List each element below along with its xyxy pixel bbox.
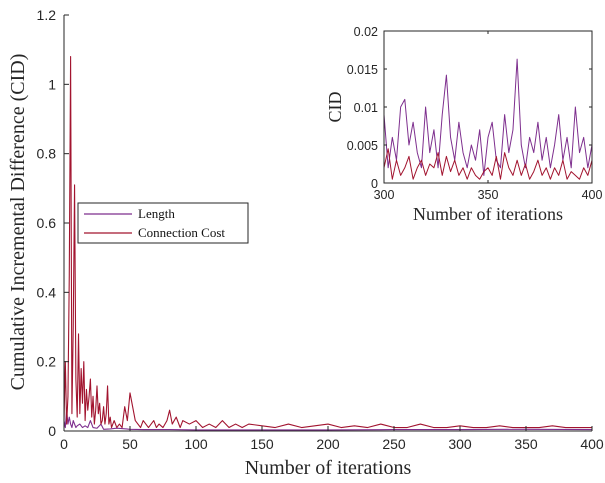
main-y-ticks: 0 0.2 0.4 0.6 0.8 1 1.2 [37,7,69,439]
inset-y-axis-label: CID [325,92,345,123]
legend-label-length: Length [138,206,175,221]
main-x-tick-label: 400 [580,436,604,452]
main-x-tick-label: 50 [122,436,138,452]
inset-background [384,31,592,183]
main-y-tick-label: 0.8 [37,146,57,162]
main-x-axis-label: Number of iterations [245,457,412,479]
main-series-group [63,56,593,431]
inset-y-tick-label: 0 [371,177,378,191]
inset-x-tick-label: 400 [582,188,603,202]
main-x-tick-label: 300 [448,436,472,452]
main-y-tick-label: 0.6 [37,215,57,231]
inset-x-tick-label: 300 [374,188,395,202]
legend-box [77,202,249,244]
main-x-tick-label: 0 [60,436,68,452]
inset-x-ticks: 300 350 400 [374,31,603,202]
inset-x-axis-label: Number of iterations [413,204,563,224]
main-y-tick-label: 0.4 [37,284,57,300]
main-x-tick-label: 150 [250,436,274,452]
main-y-axis-label: Cumulative Incremental Difference (CID) [7,54,29,391]
main-x-ticks: 0 50 100 150 200 250 300 350 400 [60,426,604,452]
main-y-tick-label: 0.2 [37,354,57,370]
inset-series-line-length [383,58,593,176]
main-y-tick-label: 0 [48,423,56,439]
main-x-tick-label: 350 [514,436,538,452]
inset-y-tick-label: 0.015 [347,63,378,77]
main-x-tick-label: 200 [316,436,340,452]
inset-series-group [383,58,593,180]
inset-x-tick-label: 350 [478,188,499,202]
main-y-tick-label: 1.2 [37,7,57,23]
main-series-line-connection-cost [63,56,592,429]
legend: Length Connection Cost [77,202,249,244]
inset-series-line-connection-cost [383,148,593,180]
inset-y-tick-label: 0.02 [354,25,378,39]
inset-y-ticks: 0 0.005 0.01 0.015 0.02 [347,25,592,191]
main-series-line-length [63,409,593,431]
main-y-tick-label: 1 [48,76,56,92]
inset-y-tick-label: 0.01 [354,101,378,115]
inset-plot: 0 0.005 0.01 0.015 0.02 300 350 400 Number of … [325,25,602,224]
main-x-tick-label: 250 [382,436,406,452]
inset-y-tick-label: 0.005 [347,139,378,153]
legend-label-connection-cost: Connection Cost [138,225,225,240]
main-x-tick-label: 100 [184,436,208,452]
